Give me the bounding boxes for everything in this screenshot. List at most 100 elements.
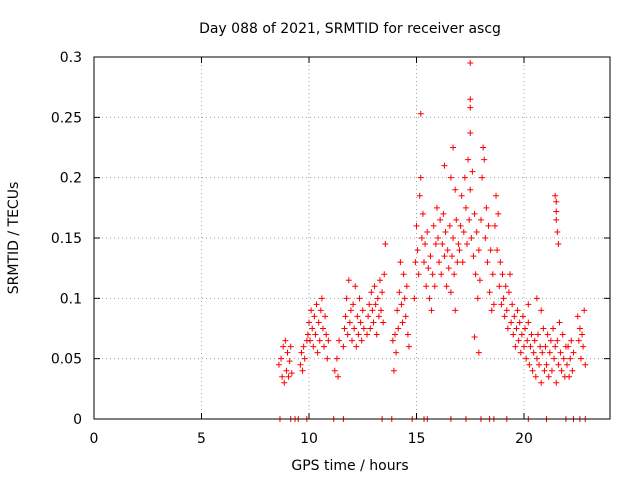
data-point <box>547 337 554 344</box>
data-point <box>354 313 361 320</box>
data-point <box>442 228 449 235</box>
data-point <box>412 259 419 266</box>
y-tick-label: 0.15 <box>51 231 82 247</box>
data-point <box>546 349 553 356</box>
data-point <box>470 253 477 260</box>
data-point <box>466 216 473 223</box>
data-point <box>398 301 405 308</box>
data-point <box>309 325 316 332</box>
data-point <box>579 331 586 338</box>
data-point <box>444 247 451 254</box>
data-point <box>416 192 423 199</box>
data-point <box>468 235 475 241</box>
data-point <box>447 174 454 181</box>
data-point <box>495 210 502 217</box>
data-point <box>582 361 589 368</box>
data-point <box>452 186 459 193</box>
data-point <box>399 319 406 326</box>
data-point <box>403 283 410 290</box>
data-point <box>429 271 436 278</box>
data-point <box>315 319 322 326</box>
data-point <box>543 361 550 368</box>
data-point <box>528 331 535 338</box>
y-tick-label: 0.2 <box>60 171 82 187</box>
data-point <box>566 373 573 380</box>
data-point <box>575 337 582 344</box>
data-point <box>507 271 514 278</box>
data-point <box>376 277 383 284</box>
data-point <box>445 265 452 272</box>
data-point <box>527 343 534 350</box>
data-point <box>472 271 479 278</box>
data-point <box>450 235 457 241</box>
data-point <box>389 337 396 344</box>
data-point <box>521 343 527 350</box>
data-point <box>359 307 366 314</box>
data-point <box>559 331 566 338</box>
data-point <box>476 277 483 284</box>
data-point <box>301 355 308 362</box>
data-point <box>536 361 543 368</box>
data-point <box>275 361 282 368</box>
data-point <box>316 337 323 344</box>
data-point <box>344 331 351 338</box>
y-tick-label: 0.05 <box>51 352 82 368</box>
data-point <box>503 307 510 314</box>
data-point <box>531 337 538 344</box>
data-point <box>517 349 524 356</box>
data-point <box>318 295 325 302</box>
data-point <box>336 337 343 344</box>
data-point <box>346 319 353 326</box>
data-point <box>404 331 411 338</box>
data-point <box>365 313 372 320</box>
data-point <box>557 349 564 356</box>
data-point <box>402 313 409 320</box>
data-point <box>366 301 373 308</box>
data-point <box>538 379 545 386</box>
data-point <box>279 373 286 380</box>
data-point <box>452 307 459 314</box>
data-point <box>457 222 464 229</box>
data-point <box>524 337 531 344</box>
data-point <box>394 307 401 314</box>
x-tick-label: 0 <box>90 431 99 447</box>
data-point <box>447 289 454 296</box>
data-point <box>493 192 500 199</box>
data-point <box>496 283 503 290</box>
data-point <box>370 319 377 326</box>
data-point <box>519 313 526 320</box>
data-point <box>533 355 540 362</box>
data-point <box>498 301 505 308</box>
data-point <box>325 337 332 344</box>
data-point <box>552 343 559 350</box>
data-point <box>518 331 525 338</box>
data-point <box>438 271 445 278</box>
data-point <box>319 325 326 332</box>
data-point <box>395 325 402 332</box>
data-point <box>570 349 577 356</box>
data-point <box>487 247 494 254</box>
data-point <box>425 265 432 272</box>
data-point <box>432 241 439 248</box>
data-point <box>437 216 444 223</box>
data-point <box>471 210 478 217</box>
data-point <box>322 313 329 320</box>
data-point <box>287 343 294 350</box>
data-point <box>456 247 463 254</box>
data-point <box>374 295 381 302</box>
data-point <box>484 259 491 266</box>
data-point <box>510 331 517 338</box>
data-point <box>304 331 311 338</box>
data-point <box>310 343 317 350</box>
data-point <box>538 307 545 314</box>
data-point <box>537 343 544 350</box>
data-point <box>439 241 446 248</box>
data-point <box>441 162 448 169</box>
data-point <box>576 325 583 332</box>
data-point <box>479 174 486 181</box>
data-point <box>512 343 519 350</box>
data-point <box>397 259 404 266</box>
data-point <box>481 156 488 163</box>
data-point <box>417 110 424 117</box>
x-axis-label: GPS time / hours <box>291 458 408 474</box>
